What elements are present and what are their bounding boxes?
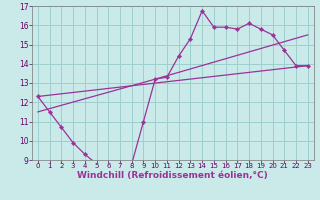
X-axis label: Windchill (Refroidissement éolien,°C): Windchill (Refroidissement éolien,°C) bbox=[77, 171, 268, 180]
